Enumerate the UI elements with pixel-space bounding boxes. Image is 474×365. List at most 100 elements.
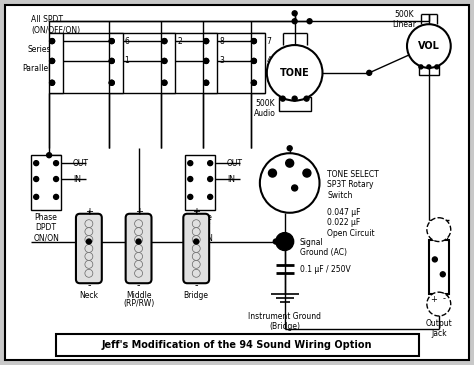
Circle shape — [85, 245, 93, 253]
Circle shape — [162, 39, 167, 43]
Text: Neck: Neck — [79, 291, 99, 300]
Text: IN: IN — [227, 174, 235, 184]
Circle shape — [204, 80, 209, 85]
Circle shape — [162, 80, 167, 85]
Circle shape — [188, 161, 193, 166]
Circle shape — [194, 239, 199, 244]
Circle shape — [407, 24, 451, 68]
Text: Bridge: Bridge — [184, 291, 209, 300]
Circle shape — [251, 58, 256, 64]
Bar — [429, 239, 449, 294]
Circle shape — [135, 220, 143, 228]
Bar — [31, 155, 61, 210]
Text: -: - — [194, 280, 198, 290]
Circle shape — [192, 220, 200, 228]
Text: 3: 3 — [219, 57, 224, 65]
Circle shape — [192, 235, 200, 243]
Bar — [251, 33, 265, 93]
Text: Output
Jack: Output Jack — [426, 319, 452, 338]
Circle shape — [251, 80, 256, 85]
Circle shape — [192, 245, 200, 253]
Text: Parallel: Parallel — [23, 64, 51, 73]
Circle shape — [50, 80, 55, 85]
Bar — [279, 97, 310, 111]
Text: Signal
Ground (AC): Signal Ground (AC) — [300, 238, 346, 257]
Text: Middle: Middle — [126, 291, 151, 300]
Text: Instrument Ground
(Bridge): Instrument Ground (Bridge) — [248, 312, 321, 331]
Circle shape — [208, 161, 213, 166]
Circle shape — [367, 70, 372, 75]
Circle shape — [292, 11, 297, 16]
Circle shape — [135, 260, 143, 268]
Circle shape — [251, 80, 256, 85]
Text: 0.1 μF / 250V: 0.1 μF / 250V — [300, 265, 350, 274]
Circle shape — [192, 228, 200, 235]
Text: Phase
DPDT
ON/ON: Phase DPDT ON/ON — [33, 213, 59, 243]
Text: -: - — [442, 295, 445, 304]
Circle shape — [292, 96, 297, 101]
Circle shape — [85, 228, 93, 235]
Circle shape — [188, 195, 193, 199]
Text: 500K
Linear: 500K Linear — [392, 9, 416, 29]
Text: 2: 2 — [177, 36, 182, 46]
Circle shape — [136, 239, 141, 244]
Text: 500K
Audio: 500K Audio — [254, 99, 276, 118]
Text: Phase
DPDT
ON/ON: Phase DPDT ON/ON — [187, 213, 213, 243]
Circle shape — [135, 245, 143, 253]
Circle shape — [303, 169, 311, 177]
FancyBboxPatch shape — [183, 214, 209, 283]
Bar — [419, 65, 439, 75]
Circle shape — [192, 260, 200, 268]
Circle shape — [208, 177, 213, 181]
Circle shape — [162, 80, 167, 85]
Bar — [162, 33, 175, 93]
Circle shape — [50, 39, 55, 43]
Text: IN: IN — [73, 174, 81, 184]
Circle shape — [85, 253, 93, 260]
Circle shape — [109, 80, 114, 85]
Circle shape — [34, 195, 39, 199]
Circle shape — [251, 39, 256, 43]
Text: Series: Series — [27, 45, 51, 54]
Text: 8: 8 — [219, 36, 224, 46]
Text: OUT: OUT — [227, 159, 243, 168]
Text: 0.047 μF
0.022 μF
Open Circuit: 0.047 μF 0.022 μF Open Circuit — [328, 208, 375, 238]
Circle shape — [109, 80, 114, 85]
Text: -: - — [87, 280, 91, 290]
Circle shape — [135, 228, 143, 235]
Circle shape — [50, 58, 55, 64]
Circle shape — [85, 220, 93, 228]
Text: +: + — [192, 207, 200, 217]
Circle shape — [85, 269, 93, 277]
Circle shape — [276, 233, 294, 250]
Text: 6: 6 — [125, 36, 129, 46]
Text: 7: 7 — [267, 36, 272, 46]
Circle shape — [208, 195, 213, 199]
Circle shape — [135, 269, 143, 277]
Circle shape — [109, 39, 114, 43]
Circle shape — [204, 58, 209, 64]
Text: (RP/RW): (RP/RW) — [123, 299, 154, 308]
Circle shape — [109, 58, 114, 64]
Circle shape — [287, 146, 292, 151]
Circle shape — [50, 58, 55, 64]
Bar — [49, 33, 63, 93]
Text: +: + — [135, 207, 143, 217]
Circle shape — [292, 19, 297, 24]
Circle shape — [162, 58, 167, 64]
Text: VOL: VOL — [418, 41, 440, 51]
Text: 1: 1 — [125, 57, 129, 65]
Circle shape — [135, 253, 143, 260]
Circle shape — [86, 239, 91, 244]
Circle shape — [427, 292, 451, 316]
Circle shape — [251, 58, 256, 64]
Bar — [185, 155, 215, 210]
Circle shape — [85, 235, 93, 243]
Circle shape — [54, 195, 59, 199]
Circle shape — [273, 239, 278, 244]
Circle shape — [292, 185, 298, 191]
Text: -: - — [137, 280, 140, 290]
Text: TONE SELECT
SP3T Rotary
Switch: TONE SELECT SP3T Rotary Switch — [328, 170, 379, 200]
Circle shape — [260, 153, 319, 213]
Text: +: + — [430, 295, 438, 304]
